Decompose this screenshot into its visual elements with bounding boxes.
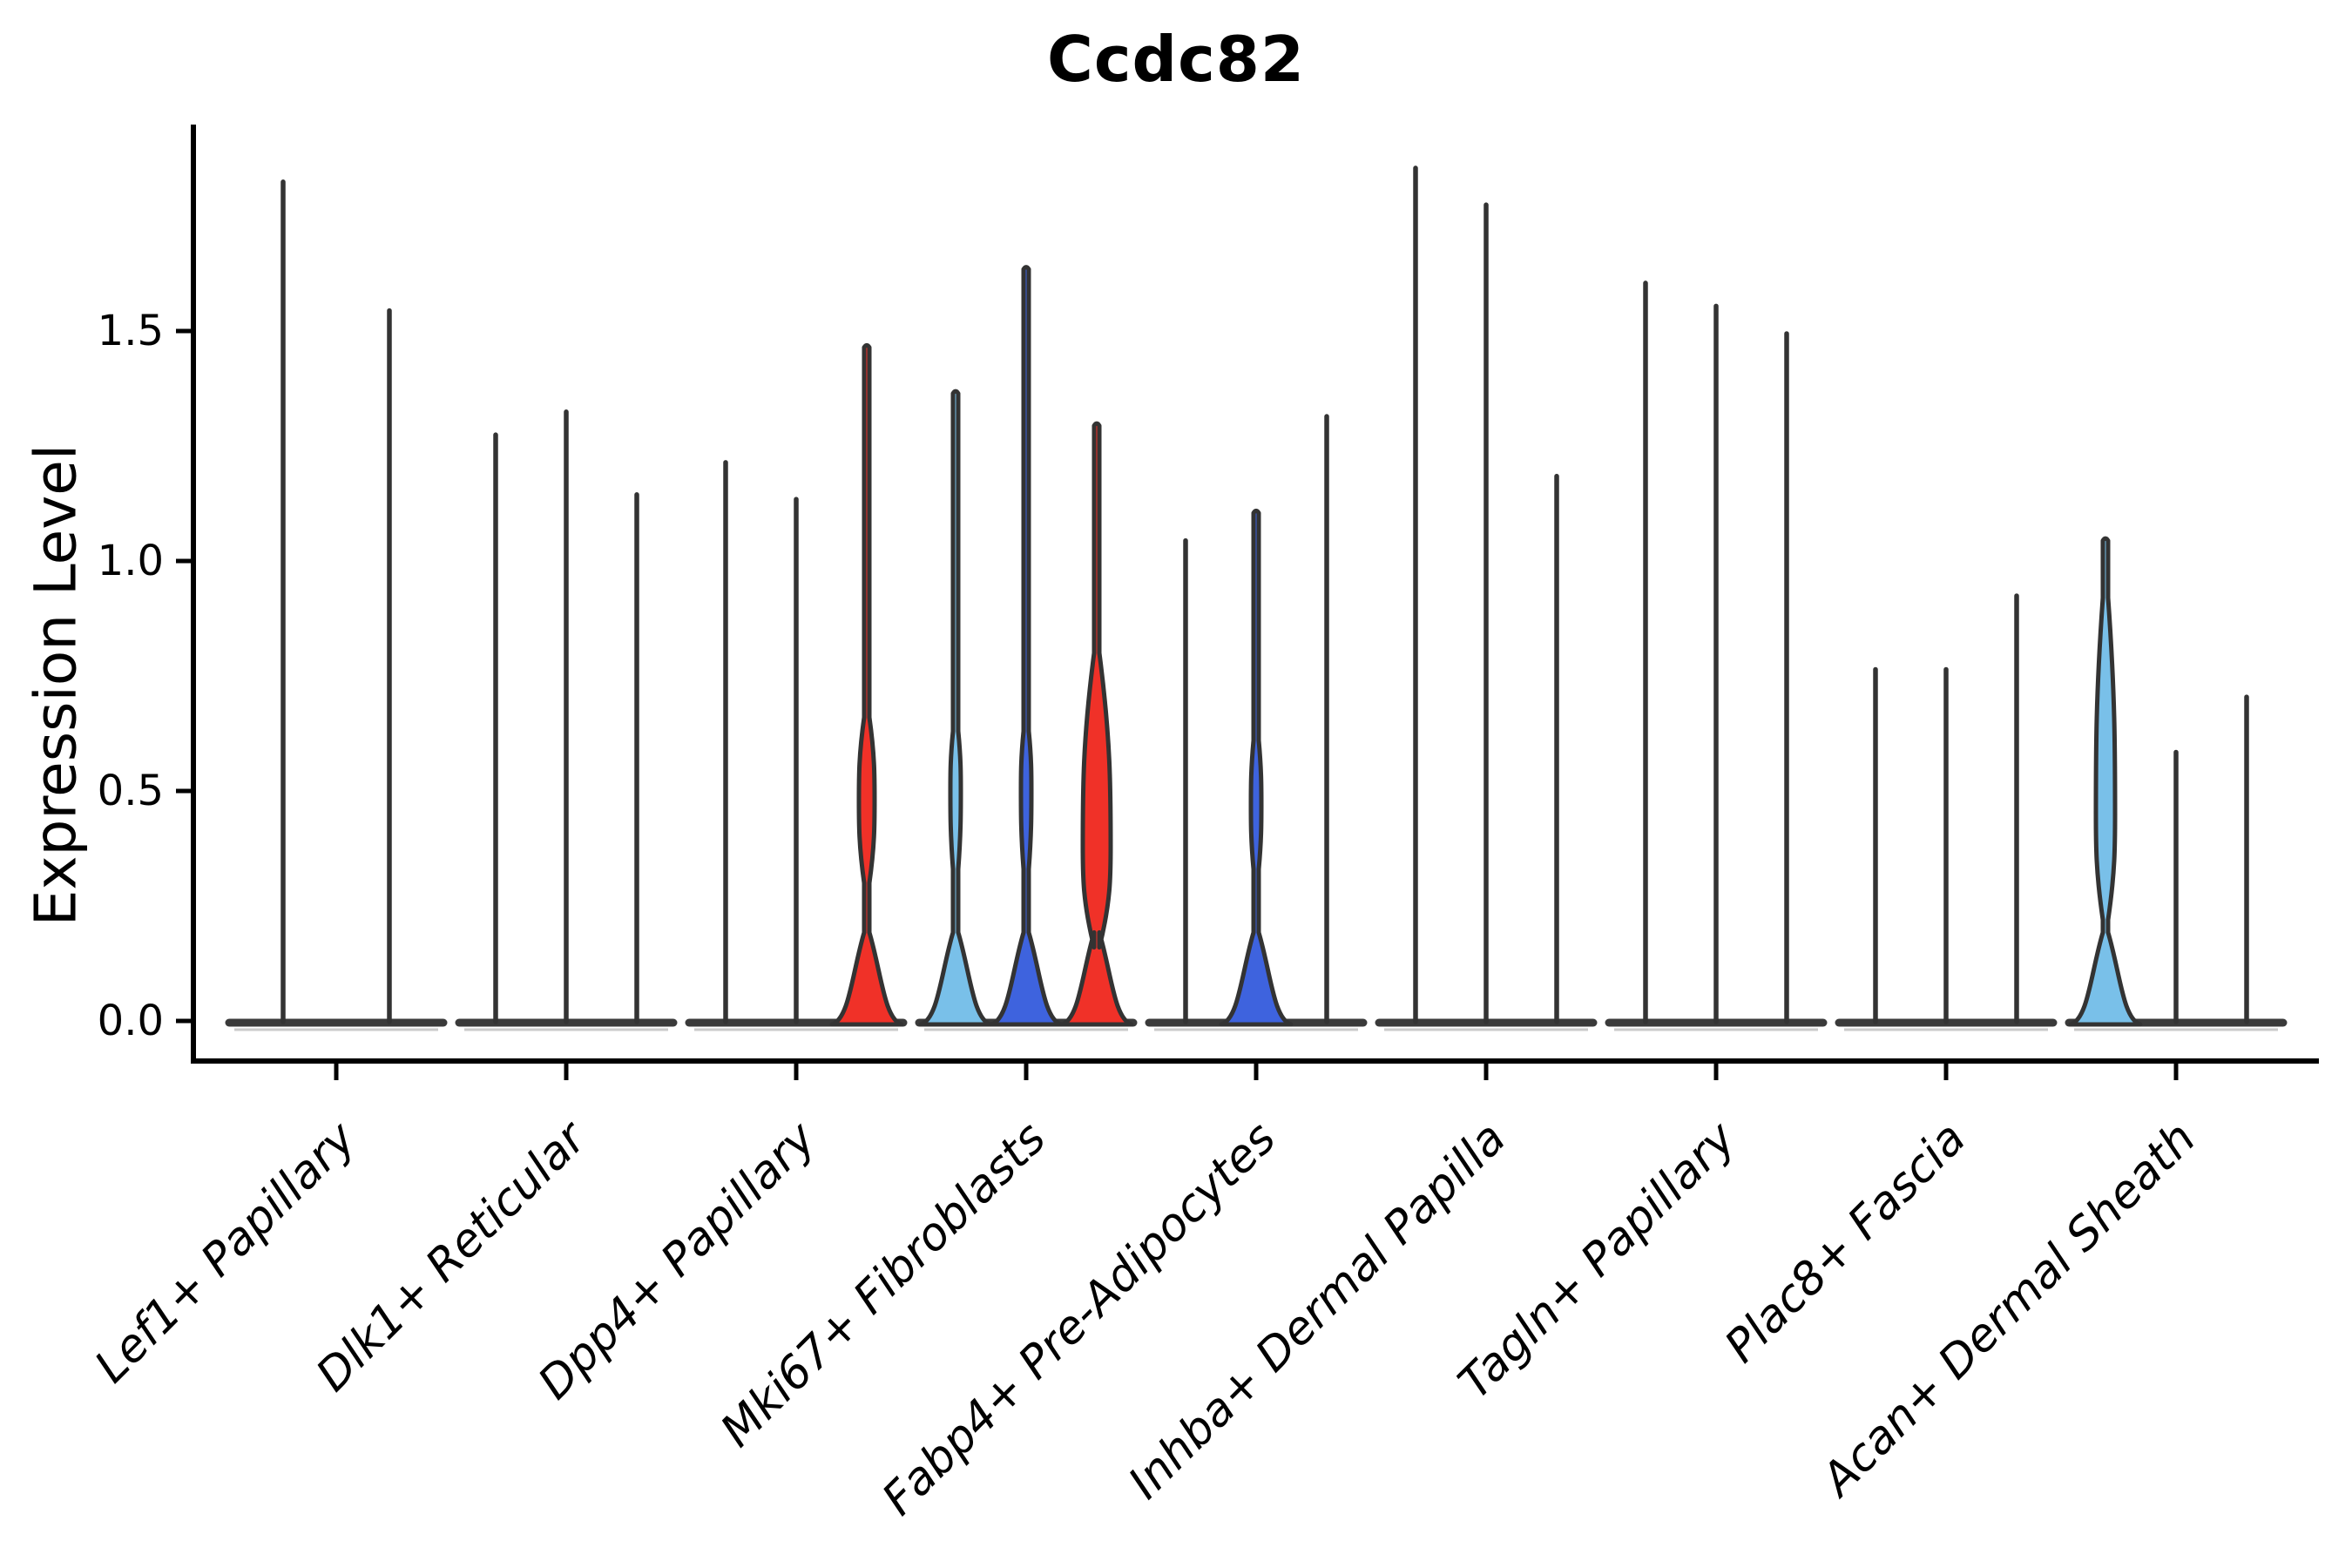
x-tick-label: Fabp4+ Pre-Adipocytes: [873, 1112, 1287, 1526]
y-tick-label: 0.0: [98, 997, 164, 1045]
plot-title: Ccdc82: [1047, 23, 1305, 96]
x-tick-label: Inhba+ Dermal Papilla: [1119, 1112, 1516, 1510]
violin-light_blue: [2068, 536, 2143, 1027]
x-tick-label: Plac8+ Fascia: [1715, 1112, 1976, 1373]
violin-dark_blue: [1219, 508, 1294, 1027]
violin-light_blue: [918, 389, 993, 1027]
y-tick-label: 1.5: [98, 307, 164, 355]
x-tick-label: Acan+ Dermal Sheath: [1810, 1112, 2206, 1508]
violin-red: [1059, 421, 1134, 1027]
violin-dark_blue: [989, 265, 1064, 1027]
y-tick-label: 1.0: [98, 537, 164, 585]
y-tick-label: 0.5: [98, 767, 164, 815]
violin-red: [829, 342, 904, 1027]
